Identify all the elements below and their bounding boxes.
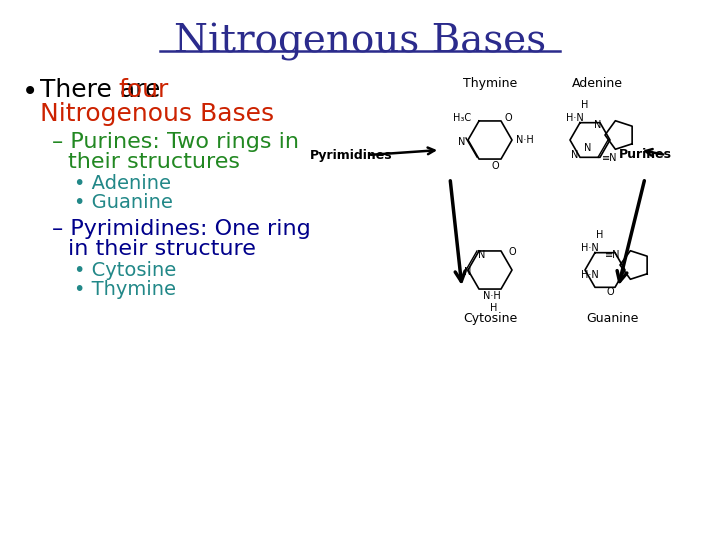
Text: O: O [606,287,614,297]
Text: •: • [22,78,38,106]
Text: H: H [596,230,603,240]
Text: Cytosine: Cytosine [463,312,517,325]
Text: • Thymine: • Thymine [74,280,176,299]
Text: Adenine: Adenine [572,77,623,90]
Text: H·N: H·N [581,270,599,280]
Text: H·N: H·N [566,113,584,123]
Text: • Adenine: • Adenine [74,174,171,193]
Text: N: N [478,250,486,260]
Text: There are: There are [40,78,168,102]
Text: Pyrimidines: Pyrimidines [310,148,392,161]
Text: O: O [491,161,499,171]
Text: O: O [508,247,516,257]
Text: ≡N: ≡N [602,153,618,163]
Text: • Cytosine: • Cytosine [74,261,176,280]
Text: N: N [594,120,602,130]
Text: Nitrogenous Bases: Nitrogenous Bases [174,23,546,61]
Text: O: O [504,113,512,123]
Text: – Pyrimidines: One ring: – Pyrimidines: One ring [52,219,311,239]
Text: N·H: N·H [516,135,534,145]
Text: Guanine: Guanine [586,312,638,325]
Text: Purines: Purines [619,148,672,161]
Text: N: N [459,137,466,147]
Text: – Purines: Two rings in: – Purines: Two rings in [52,132,299,152]
Text: ≡N: ≡N [606,250,621,260]
Text: N·H: N·H [483,291,501,301]
Text: H·N: H·N [581,243,599,253]
Text: N: N [585,143,592,153]
Text: Thymine: Thymine [463,77,517,90]
Text: • Guanine: • Guanine [74,193,173,212]
Text: in their structure: in their structure [68,239,256,259]
Text: N: N [464,267,472,277]
Text: Nitrogenous Bases: Nitrogenous Bases [40,102,274,126]
Text: four: four [118,78,168,102]
Text: N: N [571,150,579,160]
Text: H: H [490,303,498,313]
Text: H₃C: H₃C [453,113,471,123]
Text: H: H [581,100,589,110]
Text: their structures: their structures [68,152,240,172]
